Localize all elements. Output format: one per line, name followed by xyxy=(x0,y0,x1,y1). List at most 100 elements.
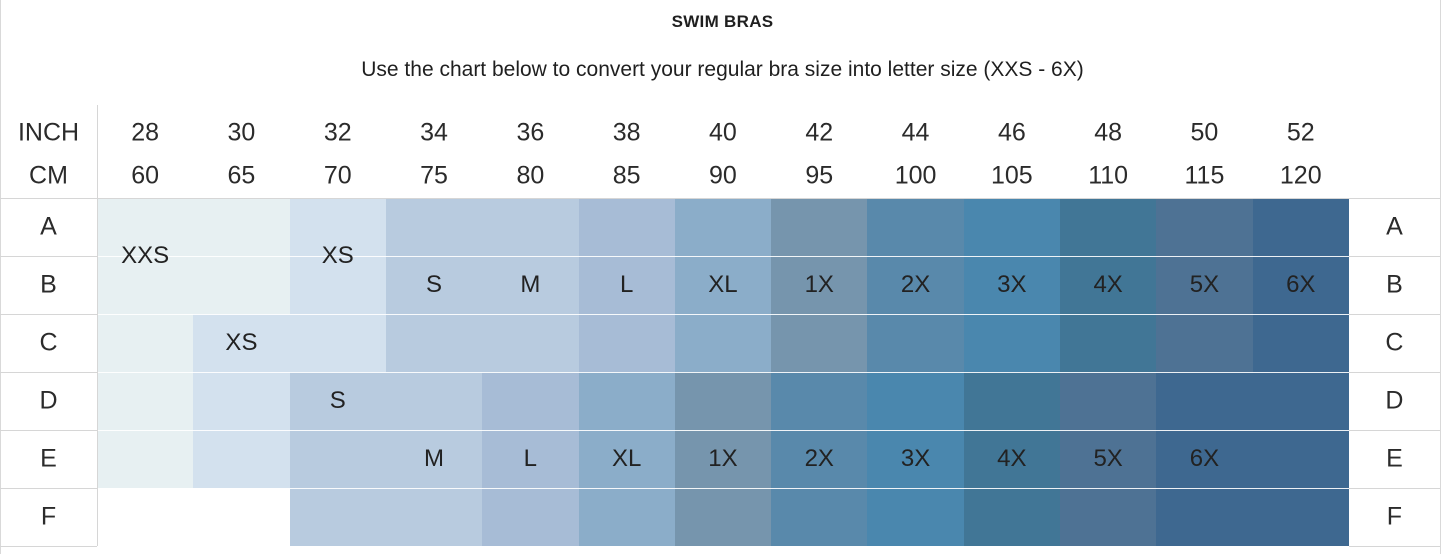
band-cm-value: 85 xyxy=(612,161,641,190)
size-cell xyxy=(1060,372,1157,430)
band-cm-value: 95 xyxy=(805,161,834,190)
size-cell xyxy=(578,430,676,488)
band-inch-value: 28 xyxy=(131,118,160,147)
band-cm-value: 65 xyxy=(227,161,256,190)
cup-label-left: A xyxy=(40,212,57,241)
chart-title: SWIM BRAS xyxy=(671,12,774,31)
size-label: M xyxy=(424,445,445,472)
band-inch-value: 38 xyxy=(612,118,641,147)
row-separator xyxy=(97,488,1349,489)
size-cell xyxy=(289,198,387,256)
band-inch-value: 50 xyxy=(1190,118,1219,147)
size-cell xyxy=(867,314,965,372)
size-cell xyxy=(578,256,676,314)
size-label: 4X xyxy=(1093,271,1123,298)
size-cell xyxy=(1252,198,1350,256)
band-inch-value: 44 xyxy=(901,118,930,147)
size-label: S xyxy=(426,271,443,298)
frame-left-border xyxy=(0,0,1,554)
size-cell xyxy=(1252,372,1350,430)
size-cell xyxy=(1156,314,1254,372)
size-cell xyxy=(97,430,194,488)
left-row-line xyxy=(0,430,97,431)
size-cell xyxy=(963,256,1061,314)
size-cell xyxy=(771,256,868,314)
size-label: 5X xyxy=(1093,445,1123,472)
size-cell xyxy=(1156,198,1254,256)
right-row-line xyxy=(1348,314,1440,315)
size-cell xyxy=(482,430,580,488)
band-cm-value: 120 xyxy=(1279,161,1322,190)
size-cell xyxy=(193,198,291,256)
size-label: L xyxy=(619,271,634,298)
size-cell xyxy=(289,314,387,372)
size-cell xyxy=(1252,256,1350,314)
size-cell xyxy=(482,314,580,372)
left-row-line xyxy=(0,314,97,315)
size-cell xyxy=(193,314,291,372)
size-label: 1X xyxy=(708,445,738,472)
size-label: 5X xyxy=(1189,271,1220,298)
row-separator xyxy=(97,256,1349,257)
size-cell xyxy=(482,488,580,546)
size-cell xyxy=(385,314,483,372)
size-cell xyxy=(482,198,580,256)
size-cell xyxy=(289,372,387,430)
band-inch-value: 42 xyxy=(805,118,834,147)
size-cell xyxy=(867,198,965,256)
chart-subtitle: Use the chart below to convert your regu… xyxy=(361,58,1084,81)
row-separator xyxy=(97,372,1349,373)
cup-label-right: B xyxy=(1386,270,1403,299)
left-row-line xyxy=(0,256,97,257)
band-inch-value: 36 xyxy=(516,118,545,147)
band-cm-value: 70 xyxy=(323,161,352,190)
size-label: 1X xyxy=(804,271,834,298)
size-cell xyxy=(578,314,676,372)
size-cell xyxy=(771,198,868,256)
size-cell xyxy=(1252,488,1350,546)
size-cell xyxy=(1060,314,1157,372)
cup-label-right: E xyxy=(1386,444,1403,473)
band-cm-value: 75 xyxy=(420,161,448,190)
size-cell xyxy=(289,488,387,546)
size-cell xyxy=(1060,198,1157,256)
header-bottom-line xyxy=(0,198,1349,199)
band-inch-value: 46 xyxy=(997,118,1026,147)
size-cell xyxy=(1060,256,1157,314)
band-cm-value: 90 xyxy=(709,161,737,190)
size-label: S xyxy=(329,387,346,414)
size-cell xyxy=(482,372,580,430)
size-cell xyxy=(674,256,772,314)
size-cell xyxy=(1156,488,1254,546)
size-label: L xyxy=(523,445,538,472)
band-inch-value: 32 xyxy=(323,118,352,147)
inch-label: INCH xyxy=(17,118,80,147)
size-cell xyxy=(385,430,483,488)
size-cell xyxy=(867,372,965,430)
band-cm-value: 80 xyxy=(516,161,545,190)
size-label: M xyxy=(520,271,541,298)
size-cell xyxy=(674,198,772,256)
size-cell xyxy=(674,314,772,372)
cup-label-left: C xyxy=(39,328,58,357)
cup-label-right: D xyxy=(1385,386,1404,415)
band-inch-value: 34 xyxy=(420,118,448,147)
size-cell xyxy=(385,198,483,256)
cup-label-right: F xyxy=(1386,502,1403,531)
band-inch-value: 48 xyxy=(1094,118,1123,147)
size-label: 4X xyxy=(997,445,1027,472)
size-cell xyxy=(1252,314,1350,372)
left-row-line xyxy=(0,488,97,489)
band-cm-value: 100 xyxy=(894,161,937,190)
size-cell xyxy=(193,430,291,488)
size-cell xyxy=(771,430,868,488)
band-inch-value: 52 xyxy=(1286,118,1315,147)
size-cell xyxy=(385,488,483,546)
band-cm-value: 60 xyxy=(131,161,160,190)
size-cell xyxy=(963,430,1061,488)
size-cell xyxy=(193,256,291,314)
size-label: XL xyxy=(708,271,738,298)
size-cell xyxy=(578,488,676,546)
size-cell xyxy=(963,198,1061,256)
size-cell xyxy=(578,198,676,256)
